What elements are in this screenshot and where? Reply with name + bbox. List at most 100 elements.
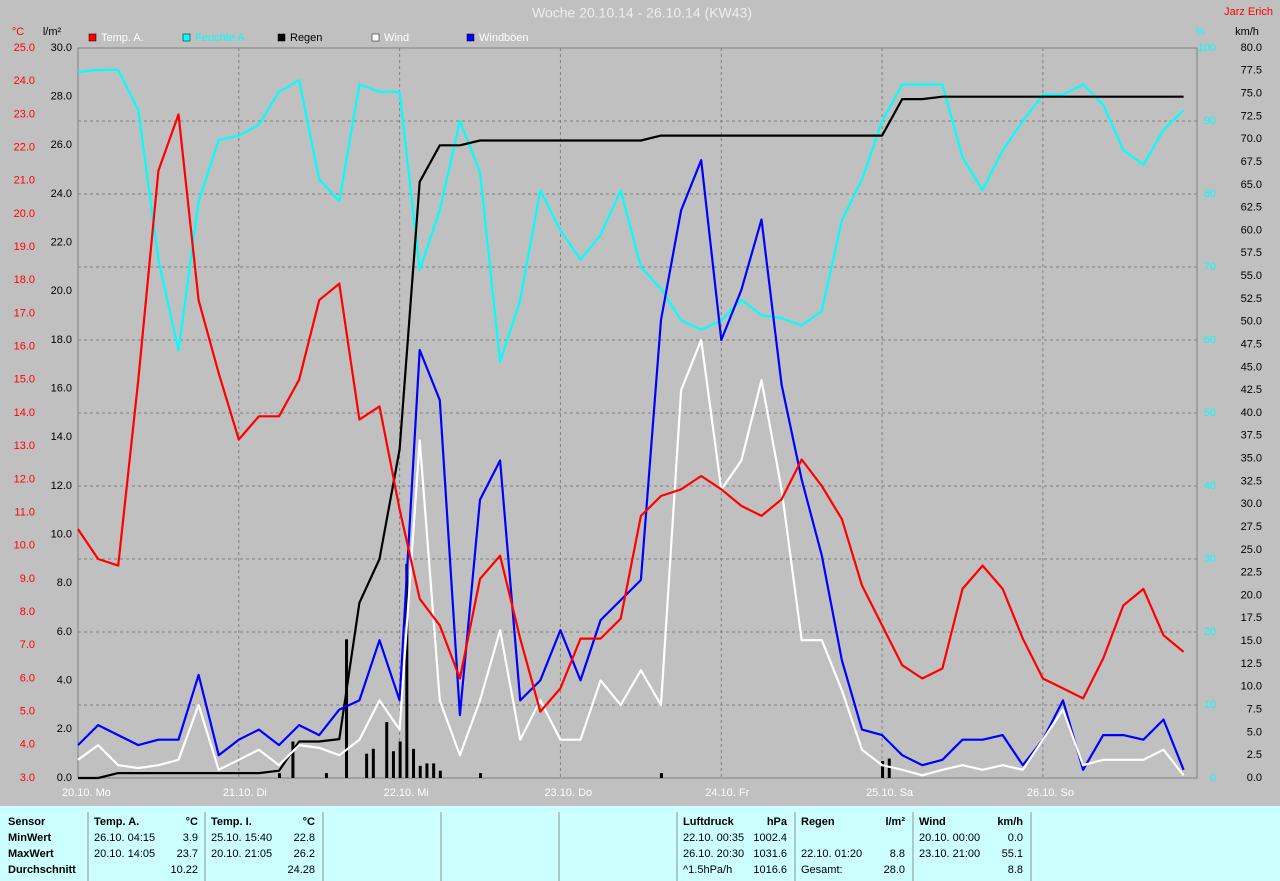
y-tick-label: 4.0: [57, 675, 72, 687]
y-tick-label: 22.5: [1241, 567, 1262, 579]
y-tick-label: 57.5: [1241, 247, 1262, 259]
cell-value: 28.0: [884, 864, 905, 876]
column-unit: °C: [303, 816, 315, 828]
y-tick-label: 20.0: [1241, 589, 1262, 601]
y-tick-label: 77.5: [1241, 65, 1262, 77]
cell-value: 8.8: [890, 848, 905, 860]
y-tick-label: 15.0: [14, 374, 35, 386]
y-tick-label: 67.5: [1241, 156, 1262, 168]
rain-bar: [887, 758, 891, 778]
y-tick-label: 24.0: [14, 75, 35, 87]
column-unit: km/h: [997, 816, 1023, 828]
y-tick-label: 7.5: [1247, 703, 1262, 715]
y-tick-label: 8.0: [57, 577, 72, 589]
y-tick-label: 5.0: [20, 706, 35, 718]
y-tick-label: 75.0: [1241, 88, 1262, 100]
rain-bar: [345, 639, 349, 778]
author: Jarz Erich: [1224, 6, 1273, 18]
y-tick-label: 18.0: [14, 274, 35, 286]
column-unit: hPa: [767, 816, 788, 828]
y-tick-label: 62.5: [1241, 202, 1262, 214]
y-tick-label: 25.0: [14, 42, 35, 54]
y-tick-label: 26.0: [51, 139, 72, 151]
cell-label: 20.10. 00:00: [919, 832, 980, 844]
y-tick-label: 65.0: [1241, 179, 1262, 191]
y-tick-label: 32.5: [1241, 475, 1262, 487]
rain-bar: [432, 763, 436, 778]
cell-label: 22.10. 01:20: [801, 848, 862, 860]
rain-bar: [425, 763, 429, 778]
row-label: MinWert: [8, 832, 52, 844]
rain-bar: [412, 748, 416, 778]
y-tick-label: 10.0: [14, 540, 35, 552]
y-tick-label: 0.0: [1247, 772, 1262, 784]
cell-value: 55.1: [1002, 848, 1023, 860]
legend-label: Wind: [384, 32, 409, 44]
cell-label: 20.10. 21:05: [211, 848, 272, 860]
y-tick-label: 40.0: [1241, 407, 1262, 419]
y-tick-label: 8.0: [20, 606, 35, 618]
column-header: Wind: [919, 816, 946, 828]
column-header: Luftdruck: [683, 816, 735, 828]
cell-value: 1016.6: [753, 864, 787, 876]
cell-value: 23.7: [177, 848, 198, 860]
y-tick-label: 52.5: [1241, 293, 1262, 305]
y-tick-label: 55.0: [1241, 270, 1262, 282]
y-tick-label: 35.0: [1241, 453, 1262, 465]
row-label: Durchschnitt: [8, 864, 76, 876]
y-tick-label: 17.0: [14, 307, 35, 319]
y-tick-label: 19.0: [14, 241, 35, 253]
cell-label: ^1.5hPa/h: [683, 864, 732, 876]
y-tick-label: 60.0: [1241, 224, 1262, 236]
y-tick-label: 30.0: [1241, 498, 1262, 510]
cell-label: 26.10. 04:15: [94, 832, 155, 844]
y-tick-label: 17.5: [1241, 612, 1262, 624]
legend-label: Windböen: [479, 32, 529, 44]
y-tick-label: 10: [1204, 699, 1216, 711]
y-tick-label: 10.0: [51, 529, 72, 541]
legend-swatch: [182, 33, 191, 42]
row-label: MaxWert: [8, 848, 54, 860]
cell-value: 3.9: [183, 832, 198, 844]
axis-unit: °C: [12, 26, 24, 38]
y-tick-label: 80.0: [1241, 42, 1262, 54]
y-tick-label: 2.5: [1247, 749, 1262, 761]
y-tick-label: 37.5: [1241, 430, 1262, 442]
legend-label: Regen: [290, 32, 322, 44]
y-tick-label: 24.0: [51, 188, 72, 200]
rain-bar: [479, 773, 483, 778]
x-tick-label: 24.10. Fr: [705, 787, 749, 799]
cell-value: 1002.4: [753, 832, 787, 844]
y-tick-label: 12.0: [51, 480, 72, 492]
y-tick-label: 15.0: [1241, 635, 1262, 647]
rain-bar: [405, 563, 409, 778]
y-tick-label: 3.0: [20, 772, 35, 784]
y-tick-label: 13.0: [14, 440, 35, 452]
y-tick-label: 20.0: [14, 208, 35, 220]
axis-unit: km/h: [1235, 26, 1259, 38]
y-tick-label: 2.0: [57, 723, 72, 735]
legend-swatch: [277, 33, 286, 42]
x-tick-label: 21.10. Di: [223, 787, 267, 799]
y-tick-label: 22.0: [14, 141, 35, 153]
column-header: Temp. A.: [94, 816, 139, 828]
y-tick-label: 100: [1198, 42, 1216, 54]
cell-label: Gesamt:: [801, 864, 843, 876]
y-tick-label: 21.0: [14, 175, 35, 187]
y-tick-label: 0: [1210, 772, 1216, 784]
rain-bar: [324, 773, 328, 778]
y-tick-label: 5.0: [1247, 726, 1262, 738]
y-tick-label: 6.0: [20, 672, 35, 684]
series-line: [77, 68, 1185, 363]
column-unit: °C: [186, 816, 198, 828]
cell-value: 0.0: [1008, 832, 1023, 844]
rain-bar: [365, 753, 369, 778]
cell-label: 22.10. 00:35: [683, 832, 744, 844]
y-tick-label: 27.5: [1241, 521, 1262, 533]
y-tick-label: 28.0: [51, 91, 72, 103]
rain-bar: [371, 748, 375, 778]
y-tick-label: 7.0: [20, 639, 35, 651]
cell-value: 8.8: [1008, 864, 1023, 876]
